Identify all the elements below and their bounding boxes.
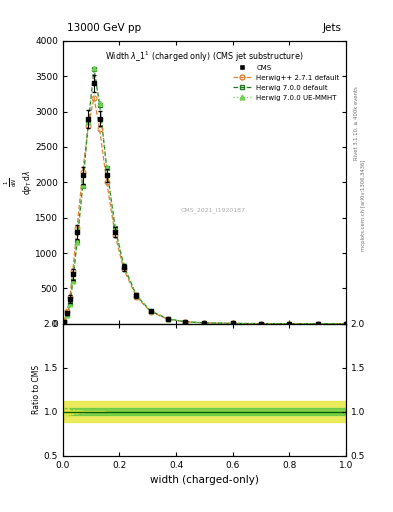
Y-axis label: Ratio to CMS: Ratio to CMS [32,365,41,414]
Text: mcplots.cern.ch [arXiv:1306.3436]: mcplots.cern.ch [arXiv:1306.3436] [361,159,366,250]
Text: 13000 GeV pp: 13000 GeV pp [67,23,141,33]
Text: Rivet 3.1.10, ≥ 400k events: Rivet 3.1.10, ≥ 400k events [354,86,358,160]
X-axis label: width (charged-only): width (charged-only) [150,475,259,485]
Text: Width $\lambda\_1^1$ (charged only) (CMS jet substructure): Width $\lambda\_1^1$ (charged only) (CMS… [105,50,303,64]
Legend: CMS, Herwig++ 2.7.1 default, Herwig 7.0.0 default, Herwig 7.0.0 UE-MMHT: CMS, Herwig++ 2.7.1 default, Herwig 7.0.… [231,61,342,103]
Y-axis label: $\frac{1}{\mathrm{d}N}$
$\mathrm{d}p_T\,\mathrm{d}\lambda$: $\frac{1}{\mathrm{d}N}$ $\mathrm{d}p_T\,… [3,170,34,195]
Text: CMS_2021_I1920187: CMS_2021_I1920187 [180,208,245,214]
Text: Jets: Jets [323,23,342,33]
